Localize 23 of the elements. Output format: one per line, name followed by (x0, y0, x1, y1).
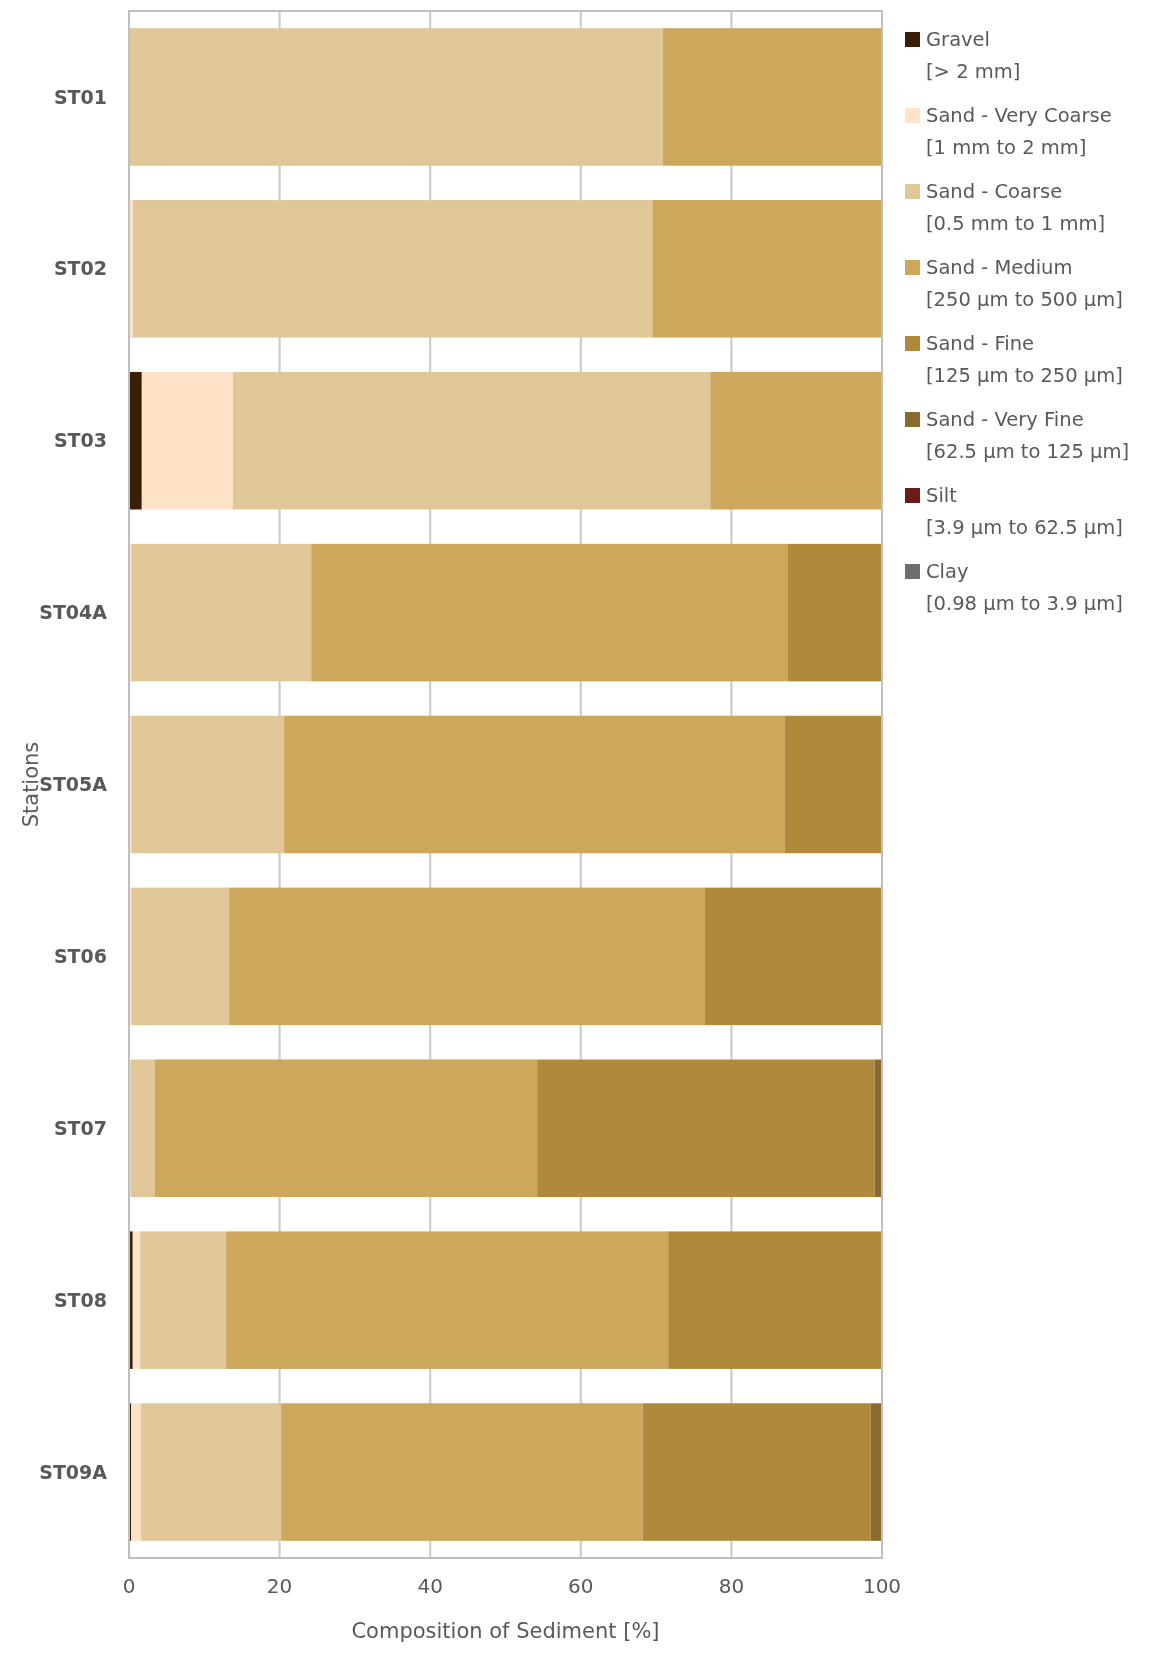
y-tick-label: ST08 (53, 1288, 107, 1311)
y-tick-label: ST04A (39, 601, 108, 624)
y-tick-label: ST06 (53, 945, 107, 968)
legend-label: Sand - Fine [125 µm to 250 µm] (926, 332, 1123, 387)
legend-label: Sand - Coarse [0.5 mm to 1 mm] (926, 180, 1105, 235)
x-tick-label: 100 (862, 1574, 902, 1598)
y-tick-label: ST01 (53, 85, 107, 108)
y-tick-label: ST02 (53, 257, 107, 280)
x-tick-label: 40 (417, 1574, 443, 1598)
legend-label: Sand - Medium [250 µm to 500 µm] (926, 256, 1123, 311)
legend-label: Silt [3.9 µm to 62.5 µm] (926, 484, 1123, 539)
legend-label: Gravel [> 2 mm] (926, 28, 1021, 83)
legend-label: Sand - Very Coarse [1 mm to 2 mm] (926, 104, 1112, 159)
x-tick-label: 60 (568, 1574, 594, 1598)
x-tick-label: 20 (266, 1574, 293, 1598)
x-tick-label: 0 (122, 1574, 136, 1598)
x-axis-title: Composition of Sediment [%] (351, 1619, 660, 1643)
legend-label: Clay [0.98 µm to 3.9 µm] (926, 560, 1123, 615)
y-tick-label: ST03 (53, 429, 107, 452)
y-tick-label: ST09A (39, 1460, 108, 1483)
x-tick-label: 80 (718, 1574, 745, 1598)
legend-label: Sand - Very Fine [62.5 µm to 125 µm] (926, 408, 1130, 463)
y-tick-label: ST07 (53, 1116, 107, 1139)
